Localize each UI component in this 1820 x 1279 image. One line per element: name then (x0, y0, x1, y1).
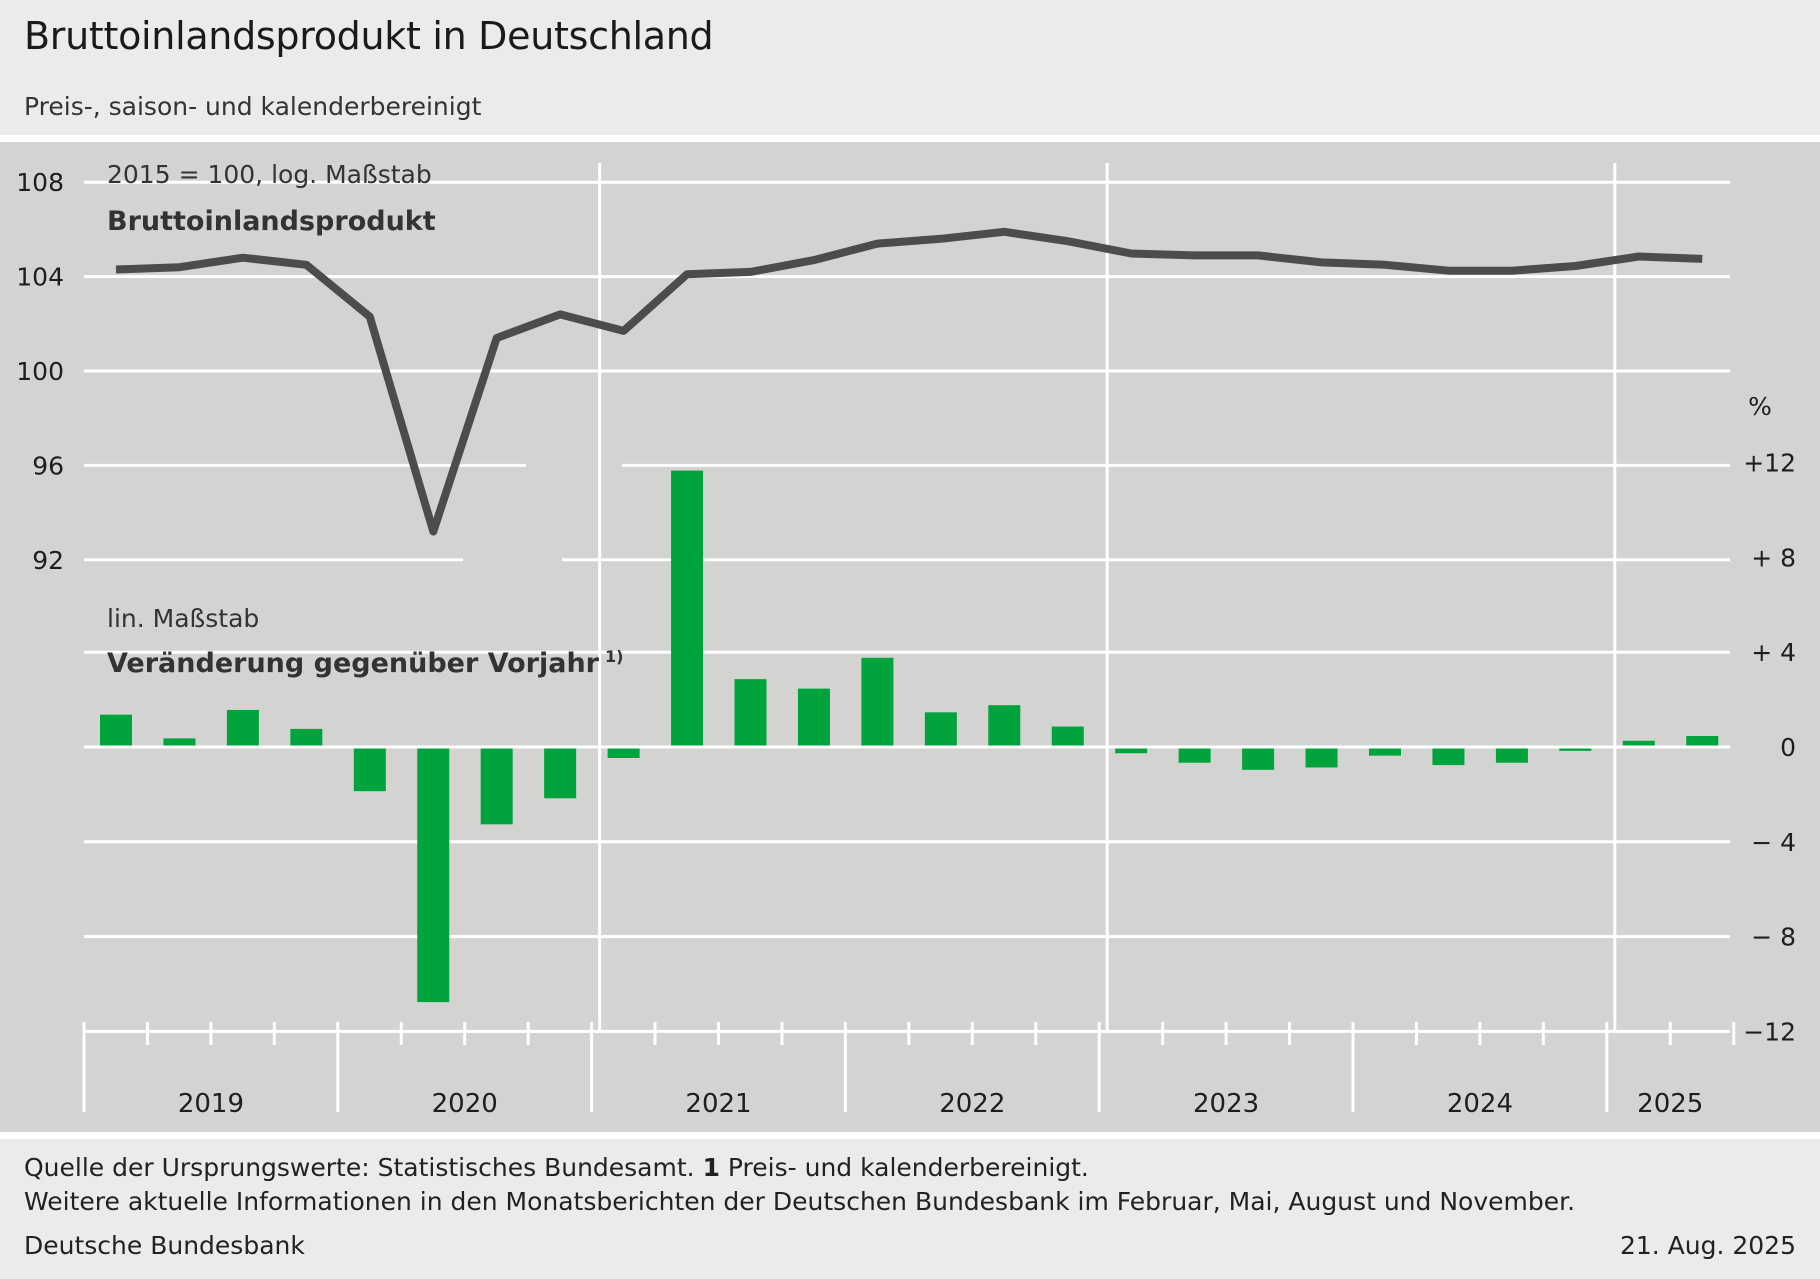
bar-series-title: Veränderung gegenüber Vorjahr 1) (107, 647, 623, 679)
chart-subtitle: Preis-, saison- und kalenderbereinigt (24, 92, 482, 121)
left-y-tick-label: 100 (16, 357, 64, 386)
chart-title: Bruttoinlandsprodukt in Deutschland (24, 14, 714, 58)
left-y-tick-label: 104 (16, 263, 64, 292)
separator-bottom (0, 1132, 1820, 1139)
bar-2024-Q3 (1495, 748, 1528, 763)
right-y-tick-label: − 4 (1751, 828, 1796, 857)
publisher-name: Deutsche Bundesbank (24, 1231, 305, 1260)
bar-2023-Q4 (1305, 748, 1338, 768)
bar-2019-Q3 (226, 709, 259, 746)
bar-2022-Q4 (1051, 726, 1084, 746)
x-axis: 2019 2020 2021 2022 2023 2024 2025 (82, 1022, 1736, 1119)
left-y-tick-label: 108 (16, 168, 64, 197)
info-note: Weitere aktuelle Informationen in den Mo… (24, 1187, 1576, 1216)
bar-title-footnote-mark: 1) (605, 647, 623, 666)
chart-footer: Quelle der Ursprungswerte: Statistisches… (0, 1139, 1820, 1279)
bar-2022-Q2 (924, 712, 957, 746)
bar-2022-Q3 (988, 705, 1021, 746)
chart-labels: 2015 = 100, log. Maßstab Bruttoinlandspr… (107, 160, 1772, 679)
year-label-2019: 2019 (178, 1089, 244, 1119)
bar-2019-Q1 (100, 714, 132, 746)
bar-2021-Q4 (797, 688, 830, 746)
left-y-tick-label: 96 (32, 451, 64, 480)
line-scale-note: 2015 = 100, log. Maßstab (107, 160, 432, 189)
plot-background (0, 142, 1820, 1132)
right-axis-unit: % (1748, 392, 1772, 421)
bar-2024-Q4 (1559, 748, 1592, 751)
bar-2023-Q1 (1115, 748, 1148, 754)
year-label-2021: 2021 (685, 1089, 751, 1119)
bar-2019-Q2 (163, 738, 196, 746)
bar-2021-Q2 (671, 470, 704, 746)
footnote-text: Preis- und kalenderbereinigt. (727, 1153, 1089, 1182)
bar-2021-Q1 (607, 748, 640, 758)
year-label-2025: 2025 (1637, 1089, 1703, 1119)
right-y-tick-label: −12 (1743, 1017, 1796, 1046)
right-y-tick-label: 0 (1780, 733, 1796, 762)
bar-2022-Q1 (861, 657, 894, 746)
publication-date: 21. Aug. 2025 (1619, 1231, 1796, 1260)
right-y-tick-label: + 8 (1751, 543, 1796, 572)
bar-scale-note: lin. Maßstab (107, 604, 259, 633)
line-series-title: Bruttoinlandsprodukt (107, 206, 436, 237)
bar-title-main: Veränderung gegenüber Vorjahr (107, 648, 600, 679)
year-label-2020: 2020 (432, 1089, 498, 1119)
chart-header: Bruttoinlandsprodukt in Deutschland Prei… (0, 0, 1820, 135)
bar-2023-Q2 (1178, 748, 1211, 763)
bar-2020-Q1 (353, 748, 386, 792)
bar-2019-Q4 (290, 728, 323, 746)
left-y-tick-label: 92 (32, 546, 64, 575)
gdp-index-line (115, 227, 1703, 536)
bar-2024-Q2 (1432, 748, 1465, 766)
bar-2025-Q2 (1686, 736, 1719, 746)
bar-2020-Q2 (417, 748, 450, 1003)
source-text: Quelle der Ursprungswerte: Statistisches… (24, 1153, 695, 1182)
source-note: Quelle der Ursprungswerte: Statistisches… (24, 1153, 1089, 1182)
footnote-number: 1 (702, 1153, 720, 1182)
bar-2020-Q4 (544, 748, 577, 799)
year-label-2024: 2024 (1447, 1089, 1513, 1119)
bar-2025-Q1 (1622, 740, 1655, 746)
year-label-2023: 2023 (1193, 1089, 1259, 1119)
right-y-tick-label: + 4 (1751, 638, 1796, 667)
bar-series-annual-change (100, 470, 1719, 1003)
right-y-tick-label: − 8 (1751, 923, 1796, 952)
bar-2023-Q3 (1242, 748, 1275, 770)
bar-2020-Q3 (480, 748, 513, 825)
year-label-2022: 2022 (939, 1089, 1005, 1119)
right-y-tick-label: +12 (1743, 449, 1796, 478)
line-series-gdp-index (115, 227, 1703, 536)
gridlines: 108 104 100 96 92 +12 + 8 + 4 0 − 4 − 8 −12 (16, 163, 1796, 1046)
bar-2021-Q3 (734, 679, 767, 746)
bar-2024-Q1 (1369, 748, 1401, 756)
separator-top (0, 135, 1820, 142)
